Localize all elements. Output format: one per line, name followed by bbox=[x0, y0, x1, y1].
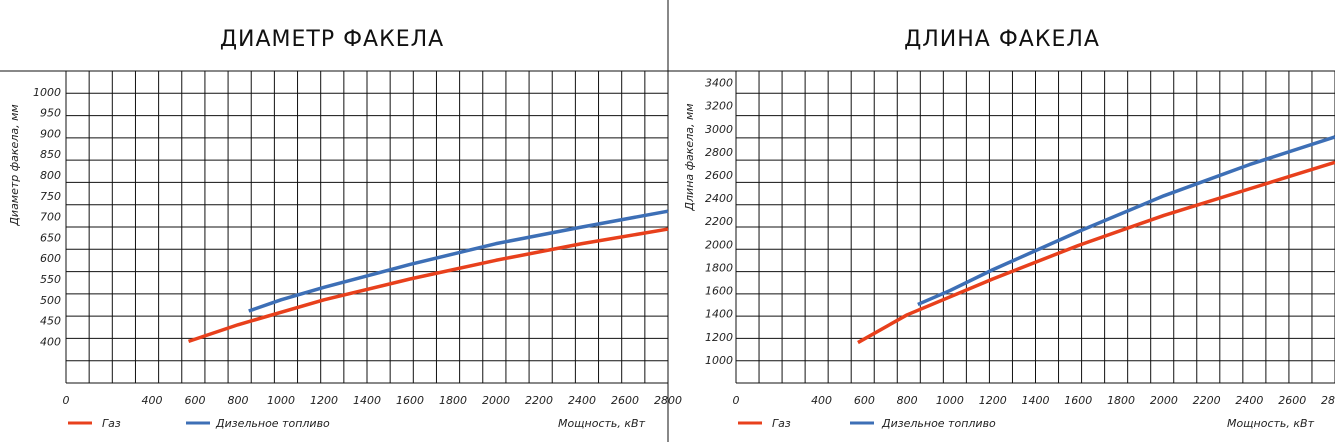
length-x-tick-label: 400 bbox=[811, 394, 832, 407]
diameter-y-tick-label: 500 bbox=[40, 294, 61, 307]
diameter-x-ticks: 0 400 600 800 1000 1200 1400 1600 1800 2000 2200 24… bbox=[63, 394, 683, 407]
diameter-y-ticks: 400 450 500 550 600 650 700 750 800 850 900 950 1000 bbox=[33, 86, 61, 349]
length-y-tick-label: 1200 bbox=[705, 331, 733, 344]
length-x-tick-label: 1400 bbox=[1022, 394, 1050, 407]
diameter-x-tick-label: 2000 bbox=[482, 394, 510, 407]
diameter-y-tick-label: 600 bbox=[40, 252, 61, 265]
diameter-y-tick-label: 750 bbox=[40, 190, 61, 203]
diameter-x-axis-label: Мощность, кВт bbox=[558, 417, 646, 430]
length-x-tick-label: 1200 bbox=[979, 394, 1007, 407]
length-x-tick-label: 1800 bbox=[1107, 394, 1135, 407]
diameter-chart: ДИАМЕТР ФАКЕЛА 400 450 500 550 600 650 700 750 8… bbox=[8, 27, 682, 430]
diameter-y-tick-label: 1000 bbox=[33, 86, 61, 99]
length-x-tick-label: 1600 bbox=[1064, 394, 1092, 407]
diameter-y-tick-label: 800 bbox=[40, 169, 61, 182]
diameter-y-tick-label: 450 bbox=[40, 315, 61, 328]
length-x-tick-label: 2400 bbox=[1235, 394, 1263, 407]
length-x-tick-label: 600 bbox=[854, 394, 875, 407]
diameter-x-tick-label: 2400 bbox=[568, 394, 596, 407]
length-y-tick-label: 2600 bbox=[705, 169, 733, 182]
diameter-x-tick-label: 800 bbox=[228, 394, 249, 407]
length-y-tick-label: 3000 bbox=[705, 123, 733, 136]
length-x-tick-label: 0 bbox=[733, 394, 740, 407]
diameter-x-tick-label: 1800 bbox=[439, 394, 467, 407]
length-x-tick-label: 2800 bbox=[1321, 394, 1335, 407]
length-x-axis-label: Мощность, кВт bbox=[1227, 417, 1315, 430]
diameter-series-gas-line bbox=[187, 227, 669, 344]
diameter-x-tick-label: 0 bbox=[63, 394, 70, 407]
diameter-x-tick-label: 2600 bbox=[611, 394, 639, 407]
length-series-diesel-line bbox=[917, 135, 1335, 307]
diameter-y-tick-label: 550 bbox=[40, 273, 61, 286]
length-grid bbox=[735, 70, 1335, 384]
length-y-tick-label: 2800 bbox=[705, 146, 733, 159]
length-x-tick-label: 2200 bbox=[1193, 394, 1221, 407]
diameter-y-tick-label: 700 bbox=[40, 211, 61, 224]
diameter-y-tick-label: 900 bbox=[40, 127, 61, 140]
length-y-tick-label: 1600 bbox=[705, 285, 733, 298]
diameter-x-tick-label: 1400 bbox=[353, 394, 381, 407]
length-chart: ДЛИНА ФАКЕЛА 1000 1200 1400 1600 1800 2000 220… bbox=[683, 27, 1335, 430]
length-y-tick-label: 1800 bbox=[705, 261, 733, 274]
diameter-grid bbox=[65, 70, 669, 384]
diameter-chart-title: ДИАМЕТР ФАКЕЛА bbox=[220, 27, 444, 52]
length-y-tick-label: 3400 bbox=[705, 77, 733, 90]
length-chart-title: ДЛИНА ФАКЕЛА bbox=[904, 27, 1100, 52]
diameter-y-axis-label: Диаметр факела, мм bbox=[8, 104, 21, 226]
diameter-y-tick-label: 850 bbox=[40, 148, 61, 161]
diameter-legend: Газ Дизельное топливо Мощность, кВт bbox=[68, 417, 646, 430]
legend-label-gas: Газ bbox=[772, 417, 791, 430]
diameter-series-diesel-line bbox=[248, 209, 669, 313]
length-y-tick-label: 2000 bbox=[705, 238, 733, 251]
length-legend: Газ Дизельное топливо Мощность, кВт bbox=[738, 417, 1315, 430]
diameter-x-tick-label: 600 bbox=[185, 394, 206, 407]
legend-label-diesel: Дизельное топливо bbox=[215, 417, 330, 430]
length-y-tick-label: 3200 bbox=[705, 100, 733, 113]
length-y-ticks: 1000 1200 1400 1600 1800 2000 2200 2400 2600 2800… bbox=[705, 77, 733, 367]
length-series bbox=[857, 135, 1335, 345]
diameter-y-tick-label: 650 bbox=[40, 231, 61, 244]
length-y-tick-label: 1400 bbox=[705, 308, 733, 321]
diameter-x-tick-label: 400 bbox=[142, 394, 163, 407]
diameter-x-tick-label: 2800 bbox=[654, 394, 682, 407]
length-y-tick-label: 1000 bbox=[705, 354, 733, 367]
length-x-tick-label: 2600 bbox=[1278, 394, 1306, 407]
length-x-ticks: 0 400 600 800 1000 1200 1400 1600 1800 2000 2200 24… bbox=[733, 394, 1335, 407]
length-series-gas-line bbox=[857, 160, 1335, 345]
diameter-series bbox=[187, 209, 669, 344]
diameter-x-tick-label: 2200 bbox=[525, 394, 553, 407]
length-y-tick-label: 2200 bbox=[705, 215, 733, 228]
diameter-x-tick-label: 1200 bbox=[310, 394, 338, 407]
diameter-x-tick-label: 1600 bbox=[396, 394, 424, 407]
diameter-y-tick-label: 950 bbox=[40, 107, 61, 120]
length-x-tick-label: 2000 bbox=[1150, 394, 1178, 407]
length-y-tick-label: 2400 bbox=[705, 192, 733, 205]
length-y-axis-label: Длина факела, мм bbox=[683, 103, 696, 211]
length-x-tick-label: 1000 bbox=[936, 394, 964, 407]
diameter-y-tick-label: 400 bbox=[40, 335, 61, 348]
length-x-tick-label: 800 bbox=[897, 394, 918, 407]
legend-label-gas: Газ bbox=[102, 417, 121, 430]
diameter-x-tick-label: 1000 bbox=[267, 394, 295, 407]
legend-label-diesel: Дизельное топливо bbox=[881, 417, 996, 430]
